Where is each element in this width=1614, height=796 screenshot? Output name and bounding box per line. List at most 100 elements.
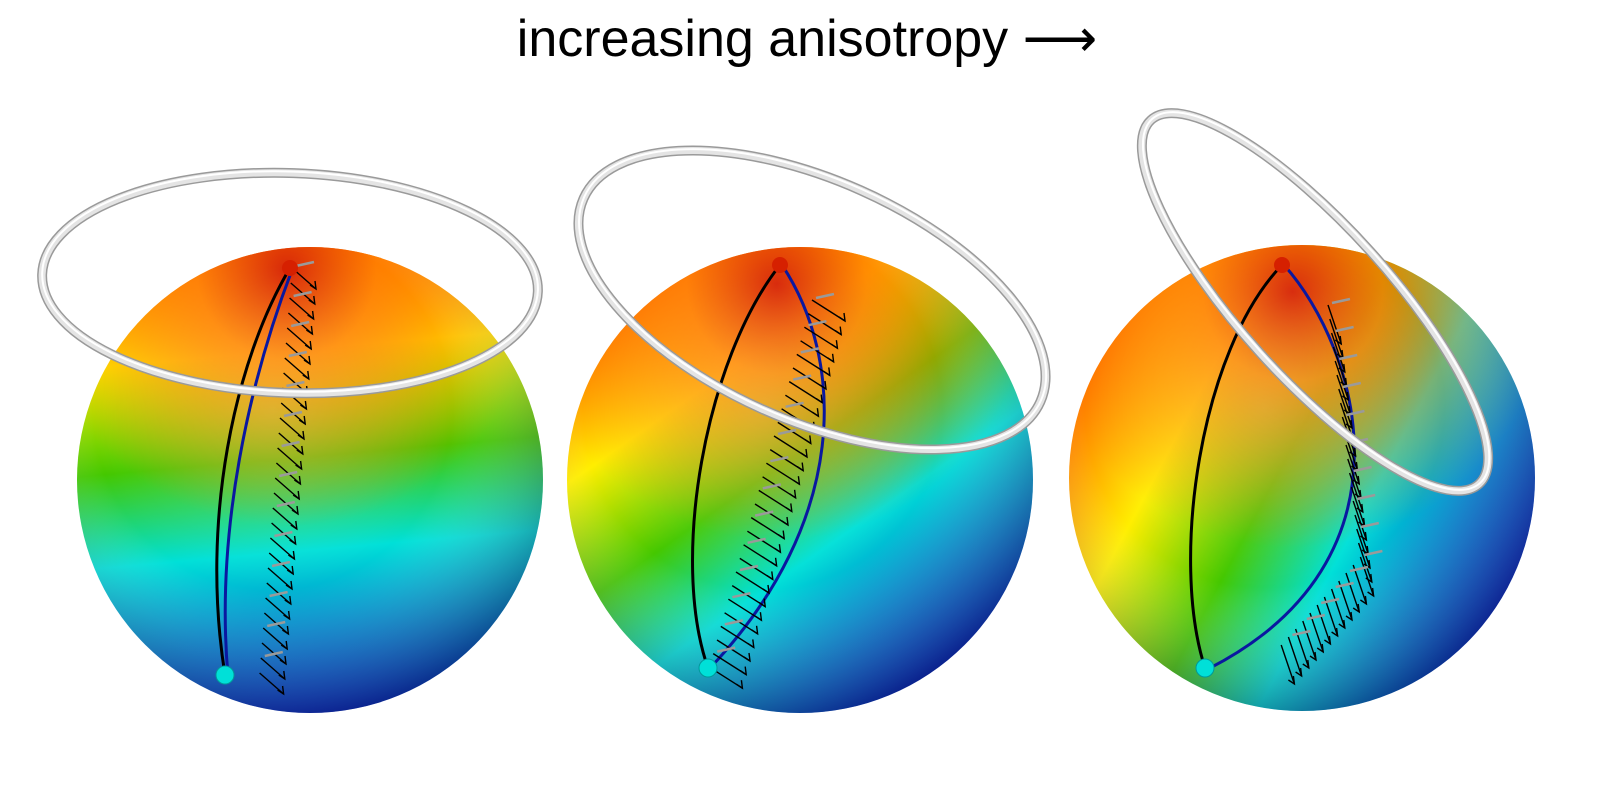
gray-arrow — [808, 319, 827, 327]
optimal-path — [223, 269, 294, 677]
arrow-head — [1352, 603, 1361, 614]
arrow-head — [1316, 643, 1325, 654]
orbit-ring — [573, 145, 1051, 455]
arrow-head — [762, 584, 770, 595]
arrow-head — [288, 550, 296, 561]
arrow-head — [789, 489, 797, 500]
arrow-head — [823, 367, 831, 377]
gray-arrow — [762, 483, 782, 490]
arrow-head — [819, 380, 827, 391]
arrow — [1287, 636, 1303, 677]
arrow — [1350, 486, 1366, 527]
start-point-marker — [282, 260, 298, 276]
arrow-head — [1360, 595, 1368, 606]
arrow-head — [297, 430, 305, 441]
gray-arrow — [1320, 597, 1340, 605]
arrow-head — [804, 435, 812, 445]
arrow-head — [1338, 619, 1346, 630]
gray-arrow — [716, 646, 736, 653]
vector-field-arrows — [259, 260, 317, 696]
arrow — [1309, 612, 1324, 653]
arrow-head — [304, 340, 313, 351]
gray-arrow — [1306, 613, 1326, 621]
sphere-shading — [1069, 245, 1535, 711]
sphere-shading — [77, 247, 543, 713]
gray-arrow — [264, 650, 284, 658]
gray-arrow — [1364, 549, 1383, 557]
arrow-head — [739, 666, 748, 677]
gray-arrow — [1356, 493, 1376, 501]
gray-arrow — [732, 591, 751, 599]
arrow — [1338, 388, 1353, 429]
sphere-panel-low-anisotropy — [37, 167, 543, 713]
arrow — [1352, 500, 1368, 541]
gray-arrow — [747, 537, 766, 545]
orbit-ring — [1136, 108, 1494, 496]
arrow — [1330, 332, 1346, 373]
gray-arrow — [815, 292, 835, 300]
arrow-head — [781, 516, 789, 527]
vector-field-arrows — [709, 292, 846, 690]
optimal-path — [708, 264, 826, 670]
gray-arrow — [1292, 629, 1311, 637]
gray-arrow — [792, 374, 812, 381]
arrow-head — [770, 557, 778, 568]
start-point-marker — [1274, 257, 1290, 273]
gray-arrow — [1335, 325, 1354, 333]
sphere-panel-high-anisotropy — [1069, 108, 1535, 711]
arrow-head — [309, 280, 317, 291]
arrow-head — [285, 580, 293, 591]
gray-arrow — [1353, 465, 1372, 473]
gray-arrow — [785, 401, 804, 409]
sphere-shading — [567, 247, 1033, 713]
gray-arrow — [269, 590, 288, 598]
arrow-head — [774, 544, 782, 554]
gray-arrow — [271, 560, 291, 568]
gray-arrow — [274, 530, 293, 538]
arrow — [1359, 556, 1375, 597]
arrow-head — [307, 310, 315, 321]
arrow-head — [1345, 611, 1353, 622]
geodesic-path — [215, 267, 292, 676]
arrow-head — [291, 505, 299, 516]
arrow-head — [283, 610, 291, 621]
arrow-head — [308, 295, 316, 306]
gray-arrow — [1331, 297, 1351, 305]
arrow — [1336, 374, 1351, 415]
gray-arrow — [288, 350, 308, 358]
arrow-head — [295, 460, 303, 471]
arrow-head — [812, 408, 820, 418]
arrow-head — [777, 530, 786, 541]
arrow-head — [800, 448, 808, 459]
optimal-path — [1209, 264, 1356, 670]
arrow-head — [298, 415, 307, 426]
arrow-head — [306, 325, 314, 336]
arrow — [1294, 628, 1310, 669]
arrow-head — [1331, 627, 1339, 638]
arrow-head — [289, 535, 297, 546]
gray-arrow — [286, 380, 305, 388]
arrow-head — [1309, 651, 1317, 662]
end-point-marker — [215, 665, 235, 685]
arrow-head — [743, 652, 751, 663]
arrow — [1354, 514, 1369, 555]
gray-arrow — [281, 440, 300, 448]
start-point-marker — [772, 257, 788, 273]
arrow-head — [815, 394, 824, 405]
arrow-head — [290, 520, 298, 531]
gray-arrow — [293, 290, 312, 298]
arrow — [1345, 444, 1360, 485]
arrow-head — [831, 340, 839, 350]
arrow-head — [294, 475, 302, 486]
arrow-head — [1324, 635, 1332, 646]
arrow — [1356, 528, 1371, 569]
arrow-head — [785, 503, 793, 513]
arrow-head — [755, 612, 763, 622]
arrow-head — [280, 640, 289, 651]
gray-arrow — [295, 260, 315, 268]
gray-arrow — [266, 620, 286, 628]
arrow-head — [284, 595, 292, 606]
gray-arrow — [724, 619, 744, 626]
arrow-head — [292, 490, 301, 501]
gray-arrow — [278, 470, 298, 478]
